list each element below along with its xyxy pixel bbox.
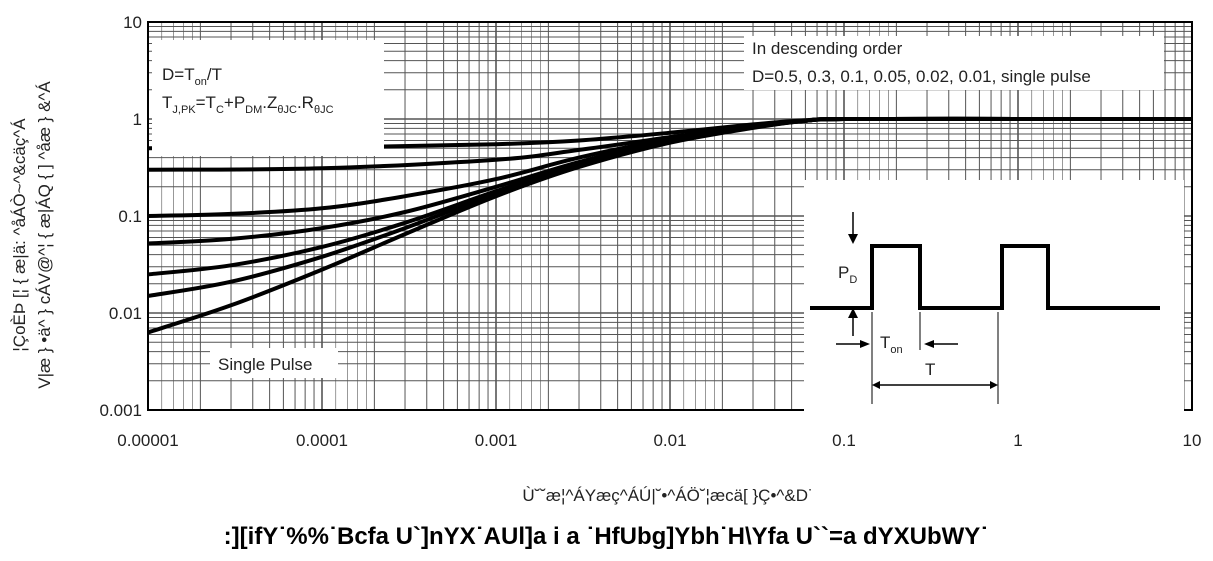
y-tick-label: 0.01: [109, 304, 142, 323]
curve-single-pulse: [147, 116, 1192, 335]
y-axis-label-line-1: ¦ÇoÈÞ [¦ { æ|ä: ^åÁÒ~^&cäç^Á: [10, 118, 29, 352]
axis-tick-labels: 0.00001 0.0001 0.001 0.01 0.1 1 10 10 1 0.1 0.01 0.…: [99, 13, 1201, 450]
legend-line-1: In descending order: [752, 39, 903, 58]
plot-frame: [147, 21, 1193, 411]
x-axis-label: Ù˘˘æ¦^ÁYæç^ÁÚ|˘•^ÁÖ˘¦æcä[ }Ç•^&D˙: [522, 486, 813, 505]
x-tick-label: 0.001: [475, 431, 518, 450]
legend-box: In descending order D=0.5, 0.3, 0.1, 0.0…: [744, 36, 1164, 90]
x-tick-label: 0.0001: [296, 431, 348, 450]
figure-caption: :][ifY˙%%˙Bcfa U`]nYX˙AUl]a i a ˙HfUbg]Y…: [224, 523, 989, 550]
y-tick-label: 1: [133, 110, 142, 129]
impedance-curves: [147, 116, 1192, 335]
legend-line-2: D=0.5, 0.3, 0.1, 0.05, 0.02, 0.01, singl…: [752, 67, 1091, 86]
ton-label: Ton: [880, 333, 903, 356]
period-label: T: [925, 360, 935, 379]
x-tick-label: 0.00001: [117, 431, 178, 450]
x-tick-label: 0.01: [653, 431, 686, 450]
y-tick-label: 10: [123, 13, 142, 32]
y-axis-label-line-2: V|æ } •ä^ } cÁV@^¦ { æ|ÁQ { ] ^åæ } &^Á: [35, 81, 54, 389]
pulse-waveform-inset: PD Ton T: [804, 180, 1184, 412]
formula-box: D=Ton/T TJ,PK=TC+PDM.ZθJC.RθJC: [152, 40, 384, 156]
x-tick-label: 10: [1183, 431, 1202, 450]
pulse-waveform: [810, 244, 1160, 310]
single-pulse-label: Single Pulse: [218, 355, 313, 374]
x-tick-label: 1: [1013, 431, 1022, 450]
y-tick-label: 0.1: [118, 207, 142, 226]
duty-formula: D=Ton/T: [162, 65, 222, 88]
y-tick-label: 0.001: [99, 401, 142, 420]
pd-label: PD: [838, 263, 857, 286]
single-pulse-label-box: Single Pulse: [210, 348, 338, 378]
junction-formula: TJ,PK=TC+PDM.ZθJC.RθJC: [162, 93, 334, 116]
x-tick-label: 0.1: [832, 431, 856, 450]
